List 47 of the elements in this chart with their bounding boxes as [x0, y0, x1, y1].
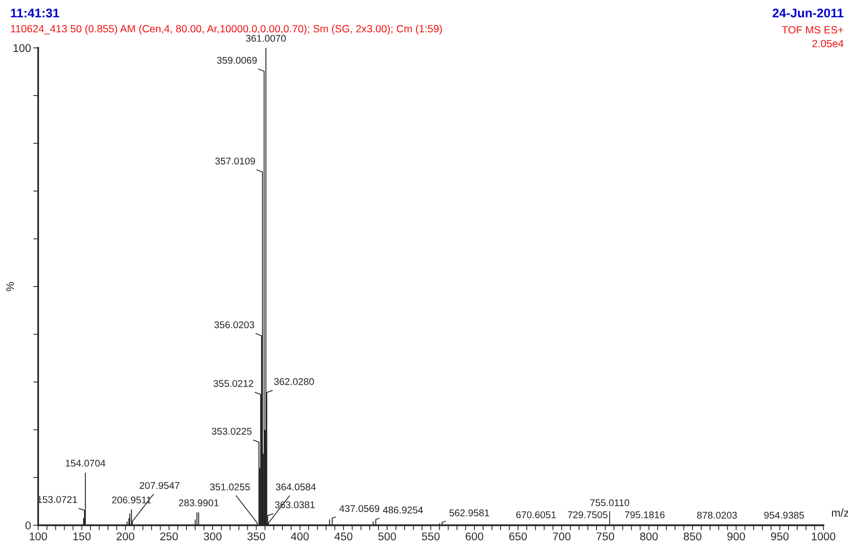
x-tick-label: 200	[116, 532, 134, 540]
annotation: 351.0255	[210, 484, 250, 490]
annotation: 207.9547	[140, 482, 180, 489]
annotation: 154.0704	[66, 460, 106, 467]
annotation: 359.0069	[217, 56, 257, 64]
x-tick-label: 900	[727, 532, 745, 540]
x-tick-label: 700	[552, 532, 570, 540]
text: 2.05e4	[812, 40, 844, 48]
annotation: 362.0280	[274, 378, 314, 386]
annotation: 353.0225	[212, 428, 252, 435]
annotation: 356.0203	[214, 321, 254, 328]
chart-subtitle: 110624_413 50 (0.855) AM (Cen,4, 80.00, Ar,10000.0,0.00,0.70); Sm (SG, 2x3.00); Cm (1:59)	[10, 24, 442, 34]
annotation: 795.1816	[624, 511, 665, 518]
x-tick-label: 600	[466, 532, 484, 540]
y-tick-label: 0	[25, 522, 31, 530]
x-tick-label: 450	[334, 532, 352, 540]
chart-title: 11:41:31	[10, 8, 60, 18]
annotation: 364.0584	[276, 484, 316, 490]
x-tick-label: 250	[160, 532, 178, 540]
annotation: 437.0569	[339, 505, 380, 512]
x-tick-label: 500	[378, 532, 396, 540]
annotation: 755.0110	[590, 499, 630, 506]
x-tick-label: 400	[290, 532, 309, 540]
x-tick-label: 350	[247, 532, 266, 540]
x-tick-label: 1000	[812, 532, 836, 540]
annotation: 954.9385	[764, 512, 804, 519]
x-tick-label: 300	[204, 532, 222, 540]
annotation: 355.0212	[214, 380, 254, 387]
annotation: 361.0070	[246, 34, 286, 42]
text: TOF MS ES+	[782, 26, 844, 34]
annotation: 729.7505	[568, 511, 608, 518]
x-tick-label: 750	[596, 532, 614, 540]
x-tick-label: 800	[640, 532, 658, 540]
x-tick-label: 850	[684, 532, 702, 540]
annotation: 486.9254	[382, 506, 423, 514]
annotation: 562.9581	[449, 509, 490, 516]
annotation: 878.0203	[697, 512, 737, 519]
x-tick-label: 100	[30, 532, 47, 540]
annotation: 283.9901	[178, 499, 218, 506]
annotation: 357.0109	[215, 158, 255, 164]
y-axis-title: %	[6, 282, 14, 292]
x-tick-label: 150	[73, 532, 91, 540]
text: 24-Jun-2011	[772, 8, 844, 18]
annotation: 670.6051	[516, 511, 556, 518]
x-tick-label: 950	[771, 532, 789, 540]
x-tick-label: 650	[509, 532, 527, 540]
x-tick-label: 550	[422, 532, 440, 540]
